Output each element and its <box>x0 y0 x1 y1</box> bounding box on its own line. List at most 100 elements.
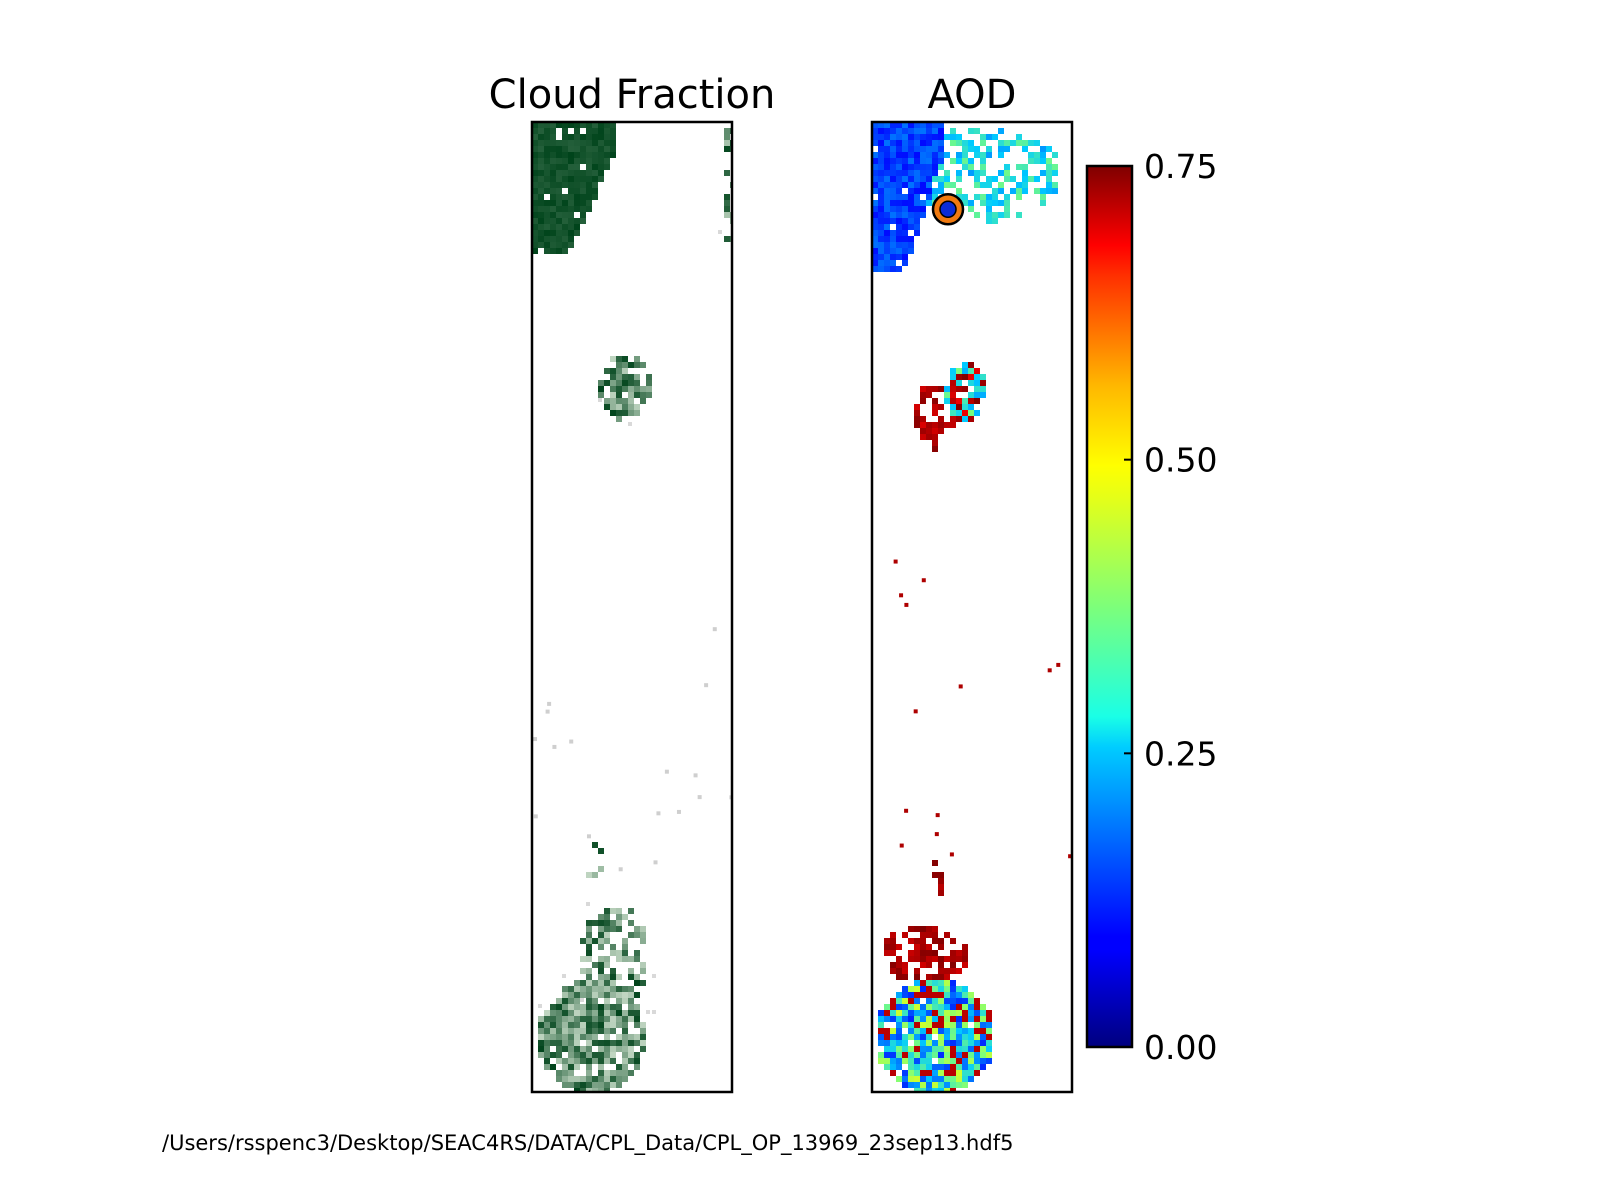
cloud-fraction-cell <box>604 1016 610 1022</box>
aod-cell <box>998 200 1004 206</box>
aod-cell <box>908 992 914 998</box>
aod-cell <box>938 1046 944 1052</box>
aod-cell <box>884 254 890 260</box>
aod-cell <box>926 164 932 170</box>
aod-cell <box>962 1010 968 1016</box>
cloud-fraction-cell <box>598 914 604 920</box>
aod-cell <box>962 386 968 392</box>
aod-cell <box>896 1064 902 1070</box>
aod-cell <box>980 386 986 392</box>
aod-cell <box>914 1088 920 1092</box>
cloud-fraction-cell <box>568 170 574 176</box>
aod-cell <box>896 122 902 128</box>
cloud-fraction-cell <box>574 980 580 986</box>
cloud-fraction-cell <box>598 956 604 962</box>
aod-cell <box>950 410 956 416</box>
cloud-fraction-cell <box>598 938 604 944</box>
cloud-fraction-cell <box>562 1004 568 1010</box>
aod-cell <box>956 1070 962 1076</box>
aod-cell <box>908 146 914 152</box>
aod-cell <box>884 212 890 218</box>
cloud-fraction-cell <box>604 380 610 386</box>
aod-cell <box>1046 158 1052 164</box>
aod-cell <box>926 170 932 176</box>
aod-cell <box>926 158 932 164</box>
aod-cell <box>962 194 968 200</box>
aod-cell <box>974 194 980 200</box>
aod-cell <box>938 980 944 986</box>
cloud-fraction-cell <box>556 1034 562 1040</box>
cloud-fraction-cell <box>592 1052 598 1058</box>
aod-cell <box>902 218 908 224</box>
cloud-fraction-cell <box>532 176 538 182</box>
aod-cell <box>896 230 902 236</box>
cloud-fraction-cell <box>616 1082 622 1088</box>
cloud-fraction-cell <box>538 176 544 182</box>
aod-cell <box>956 1058 962 1064</box>
cloud-fraction-cell <box>610 908 616 914</box>
aod-cell <box>926 1082 932 1088</box>
aod-cell <box>980 194 986 200</box>
cloud-fraction-cell <box>592 194 598 200</box>
aod-cell <box>950 374 956 380</box>
aod-cell <box>962 956 968 962</box>
aod-cell <box>962 950 968 956</box>
aod-cell <box>956 410 962 416</box>
aod-cell <box>872 236 878 242</box>
aod-cell <box>938 1004 944 1010</box>
aod-cell <box>944 974 950 980</box>
aod-cell <box>932 1028 938 1034</box>
cloud-fraction-cell <box>693 773 698 778</box>
cloud-fraction-cell <box>598 968 604 974</box>
aod-cell <box>872 188 878 194</box>
cloud-fraction-cell <box>562 182 568 188</box>
aod-cell <box>958 684 963 689</box>
aod-cell <box>908 134 914 140</box>
cloud-fraction-cell <box>640 968 646 974</box>
aod-cell <box>974 1040 980 1046</box>
aod-cell <box>986 1058 992 1064</box>
aod-cell <box>949 852 954 857</box>
cloud-fraction-cell <box>610 1028 616 1034</box>
aod-cell <box>908 218 914 224</box>
aod-cell <box>914 212 920 218</box>
aod-cell <box>884 134 890 140</box>
aod-cell <box>932 386 938 392</box>
aod-cell <box>1046 182 1052 188</box>
aod-cell <box>920 1070 926 1076</box>
cloud-fraction-cell <box>556 218 562 224</box>
cloud-fraction-cell <box>598 386 604 392</box>
aod-cell <box>920 986 926 992</box>
aod-cell <box>938 1052 944 1058</box>
aod-cell <box>1052 170 1058 176</box>
aod-cell <box>878 254 884 260</box>
aod-cell <box>944 392 950 398</box>
aod-cell <box>896 266 902 272</box>
aod-cell <box>938 164 944 170</box>
cloud-fraction-cell <box>598 986 604 992</box>
aod-cell <box>920 152 926 158</box>
aod-cell <box>890 266 896 272</box>
aod-cell <box>902 194 908 200</box>
cloud-fraction-cell <box>616 914 622 920</box>
cloud-fraction-cell <box>634 950 640 956</box>
aod-cell <box>944 1052 950 1058</box>
aod-cell <box>968 1004 974 1010</box>
aod-cell <box>884 938 890 944</box>
aod-cell <box>884 1046 890 1052</box>
cloud-fraction-cell <box>628 908 634 914</box>
aod-cell <box>872 164 878 170</box>
aod-cell <box>902 176 908 182</box>
cloud-fraction-cell <box>628 1034 634 1040</box>
cloud-fraction-cell <box>628 404 634 410</box>
aod-cell <box>920 1010 926 1016</box>
aod-cell <box>890 128 896 134</box>
aod-cell <box>902 1004 908 1010</box>
aod-cell <box>986 1052 992 1058</box>
cloud-fraction-cell <box>574 1052 580 1058</box>
aod-cell <box>932 176 938 182</box>
aod-cell <box>1034 158 1040 164</box>
aod-cell <box>1046 188 1052 194</box>
cloud-fraction-cell <box>616 410 622 416</box>
aod-cell <box>902 1010 908 1016</box>
